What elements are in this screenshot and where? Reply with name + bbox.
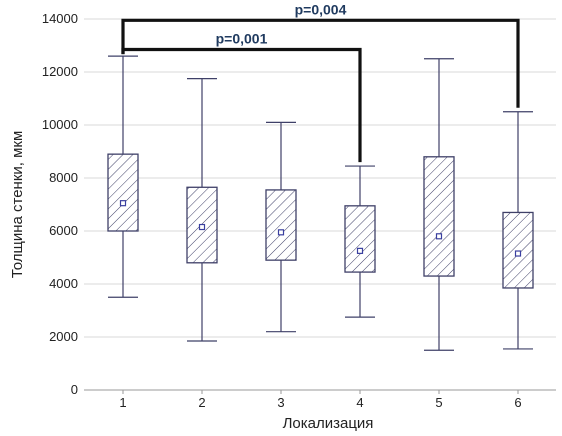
significance-brackets: p=0,001 p=0,004 bbox=[121, 1, 520, 163]
x-tick-label: 1 bbox=[119, 395, 126, 410]
box-group-6 bbox=[502, 111, 534, 350]
box-group-5 bbox=[423, 58, 455, 351]
box-group-1 bbox=[107, 55, 139, 298]
significance-bracket: p=0,001 bbox=[121, 30, 362, 163]
box-iqr bbox=[502, 211, 534, 289]
bracket-line bbox=[121, 47, 362, 163]
y-tick-label: 14000 bbox=[42, 11, 78, 26]
y-tick-label: 6000 bbox=[49, 223, 78, 238]
mean-marker bbox=[356, 247, 364, 254]
box-iqr bbox=[344, 205, 376, 273]
bracket-line bbox=[121, 18, 520, 108]
box-iqr bbox=[107, 153, 139, 232]
box-group-4 bbox=[344, 165, 376, 318]
axes: 0 2000 4000 6000 8000 10000 12000 14000 1 2 3 4 5 6 bbox=[42, 11, 556, 410]
x-tick-label: 6 bbox=[514, 395, 521, 410]
box-iqr bbox=[265, 189, 297, 261]
y-axis-title: Толщина стенки, мкм bbox=[9, 131, 26, 279]
x-axis-title: Локализация bbox=[283, 415, 374, 432]
mean-marker bbox=[514, 250, 522, 257]
mean-marker bbox=[119, 200, 127, 207]
y-tick-label: 4000 bbox=[49, 276, 78, 291]
significance-bracket: p=0,004 bbox=[121, 1, 520, 108]
x-tick-label: 2 bbox=[198, 395, 205, 410]
box-group-3 bbox=[265, 121, 297, 333]
y-tick-label: 8000 bbox=[49, 170, 78, 185]
x-tick-label: 5 bbox=[435, 395, 442, 410]
mean-marker bbox=[277, 229, 285, 236]
grid-lines bbox=[84, 18, 556, 338]
box-iqr bbox=[423, 156, 455, 277]
p-value-label: p=0,001 bbox=[216, 30, 268, 46]
y-tick-label: 12000 bbox=[42, 64, 78, 79]
box-group-2 bbox=[186, 78, 218, 342]
x-tick-label: 3 bbox=[277, 395, 284, 410]
y-tick-label: 0 bbox=[71, 382, 78, 397]
x-tick-label: 4 bbox=[356, 395, 363, 410]
y-tick-label: 10000 bbox=[42, 117, 78, 132]
p-value-label: p=0,004 bbox=[295, 1, 347, 17]
y-tick-label: 2000 bbox=[49, 329, 78, 344]
mean-marker bbox=[435, 233, 443, 240]
mean-marker bbox=[198, 223, 206, 231]
boxes bbox=[107, 55, 534, 351]
